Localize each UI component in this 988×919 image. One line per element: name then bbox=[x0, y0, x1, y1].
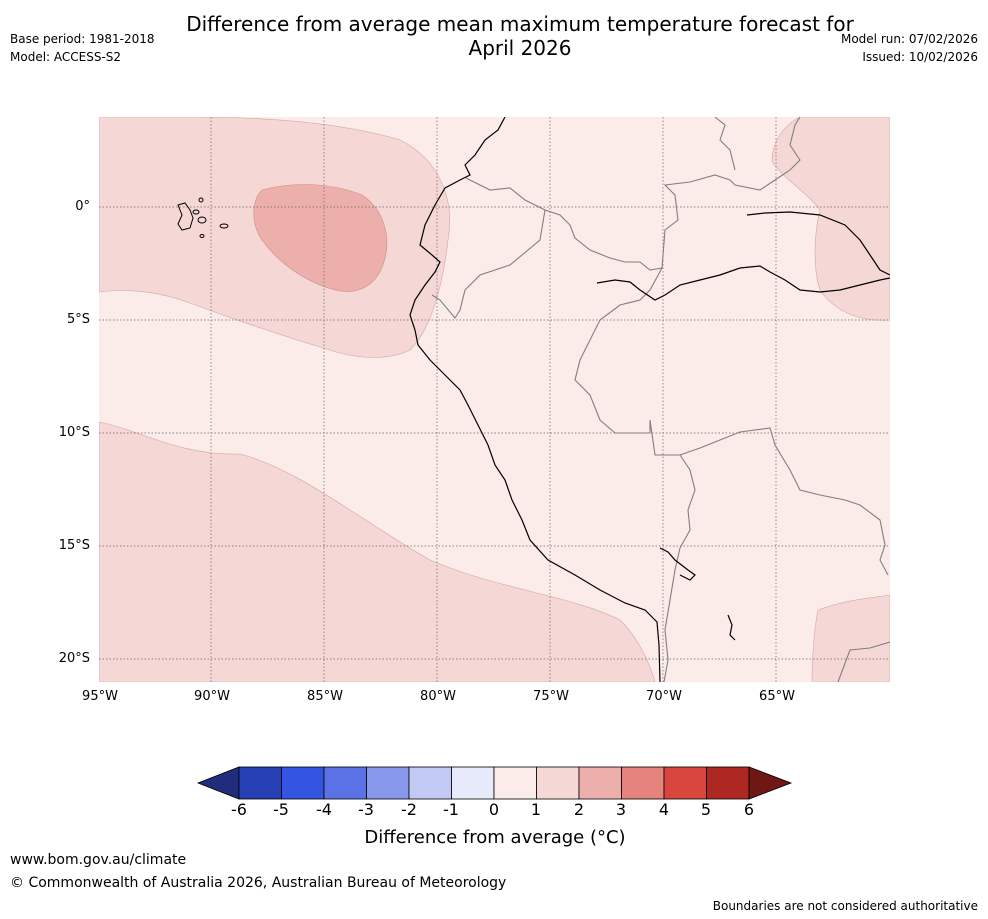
lat-label-0: 0° bbox=[75, 199, 90, 214]
lon-label-95w: 95°W bbox=[82, 689, 118, 704]
colorbar-bin bbox=[323, 766, 367, 800]
colorbar-tick: -6 bbox=[231, 800, 247, 819]
lat-label-5s: 5°S bbox=[66, 312, 90, 327]
issued-text: Issued: 10/02/2026 bbox=[862, 50, 978, 64]
colorbar-bin bbox=[408, 766, 452, 800]
lon-label-80w: 80°W bbox=[420, 689, 456, 704]
title-line-1: Difference from average mean maximum tem… bbox=[186, 12, 854, 36]
colorbar-bin bbox=[493, 766, 537, 800]
colorbar-bin bbox=[281, 766, 325, 800]
colorbar-tick: -1 bbox=[443, 800, 459, 819]
colorbar-bin bbox=[578, 766, 622, 800]
footer-copyright: © Commonwealth of Australia 2026, Austra… bbox=[10, 875, 507, 891]
country-borders bbox=[431, 117, 890, 682]
colorbar-extend-low bbox=[196, 766, 240, 800]
anomaly-region-sw bbox=[99, 421, 656, 682]
anomaly-region-ne bbox=[771, 117, 890, 321]
coastline bbox=[409, 117, 890, 682]
title-line-2: April 2026 bbox=[468, 36, 572, 60]
lon-label-75w: 75°W bbox=[533, 689, 569, 704]
colorbar-label: Difference from average (°C) bbox=[364, 827, 626, 848]
colorbar-bin bbox=[238, 766, 282, 800]
footer-url[interactable]: www.bom.gov.au/climate bbox=[10, 852, 187, 868]
footer-note: Boundaries are not considered authoritat… bbox=[712, 899, 978, 913]
colorbar-tick: 1 bbox=[530, 800, 542, 819]
colorbar-tick: -2 bbox=[401, 800, 417, 819]
gridlines bbox=[99, 117, 890, 682]
colorbar-bin bbox=[663, 766, 707, 800]
colorbar-bin bbox=[451, 766, 495, 800]
colorbar-bin bbox=[536, 766, 580, 800]
meta-right: Model run: 07/02/2026 Issued: 10/02/2026 bbox=[841, 30, 978, 66]
colorbar-tick: 0 bbox=[488, 800, 500, 819]
lon-label-90w: 90°W bbox=[194, 689, 230, 704]
colorbar-extend-high bbox=[748, 766, 793, 800]
colorbar-tick: 6 bbox=[743, 800, 755, 819]
lat-label-20s: 20°S bbox=[58, 651, 90, 666]
colorbar-tick: -4 bbox=[316, 800, 332, 819]
colorbar bbox=[196, 766, 793, 800]
colorbar-tick: 3 bbox=[615, 800, 627, 819]
colorbar-bin bbox=[366, 766, 410, 800]
model-run-text: Model run: 07/02/2026 bbox=[840, 32, 978, 46]
lat-label-10s: 10°S bbox=[58, 425, 90, 440]
lat-label-15s: 15°S bbox=[58, 538, 90, 553]
model-text: Model: ACCESS-S2 bbox=[10, 50, 122, 64]
lon-label-65w: 65°W bbox=[759, 689, 795, 704]
colorbar-tick: -5 bbox=[273, 800, 289, 819]
colorbar-tick: 5 bbox=[700, 800, 712, 819]
meta-left: Base period: 1981-2018 Model: ACCESS-S2 bbox=[10, 30, 155, 66]
lon-label-70w: 70°W bbox=[646, 689, 682, 704]
colorbar-bin bbox=[706, 766, 750, 800]
galapagos-islands bbox=[177, 197, 229, 238]
colorbar-bin bbox=[621, 766, 665, 800]
lon-label-85w: 85°W bbox=[307, 689, 343, 704]
anomaly-core-2-3 bbox=[253, 184, 388, 292]
map bbox=[99, 117, 890, 682]
colorbar-tick: -3 bbox=[358, 800, 374, 819]
anomaly-region-se bbox=[811, 594, 890, 682]
chart-title: Difference from average mean maximum tem… bbox=[150, 12, 890, 60]
colorbar-tick: 2 bbox=[573, 800, 585, 819]
colorbar-tick: 4 bbox=[658, 800, 670, 819]
base-period-text: Base period: 1981-2018 bbox=[10, 32, 155, 46]
